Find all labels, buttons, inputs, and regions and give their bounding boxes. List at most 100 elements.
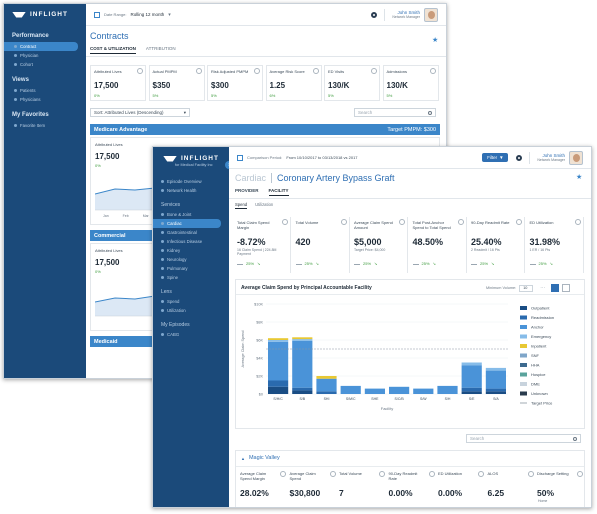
- bar-segment[interactable]: [268, 380, 289, 387]
- bar-segment[interactable]: [292, 390, 313, 394]
- metric-card[interactable]: ALOS 6.25: [488, 469, 536, 507]
- info-icon[interactable]: [280, 471, 286, 477]
- bar-segment[interactable]: [316, 376, 337, 379]
- sidebar-item[interactable]: Cardiac: [153, 219, 221, 228]
- bar-segment[interactable]: [485, 370, 506, 389]
- metric-card[interactable]: 90-Day Readmit Rate 25.40% 2 Readmit / 16 …: [469, 217, 525, 273]
- metric-card[interactable]: Total Volume 7: [339, 469, 387, 507]
- legend-label[interactable]: Hospice: [531, 372, 546, 377]
- info-icon[interactable]: [312, 68, 319, 74]
- bar-segment[interactable]: [461, 365, 482, 388]
- bar-segment[interactable]: [292, 387, 313, 391]
- back-search-input[interactable]: Search: [354, 108, 436, 117]
- metric-card[interactable]: Attributed Lives 17,500 0%: [90, 65, 146, 101]
- gear-icon[interactable]: [371, 11, 378, 18]
- avatar[interactable]: [424, 7, 438, 22]
- info-icon[interactable]: [399, 219, 405, 225]
- bar-segment[interactable]: [316, 391, 337, 394]
- info-icon[interactable]: [577, 471, 583, 477]
- info-icon[interactable]: [429, 68, 436, 74]
- metric-card[interactable]: ED Utilization 31.98% 1 ER / 16 Pts 25% ↘: [527, 217, 584, 273]
- bar-segment[interactable]: [268, 338, 289, 340]
- sidebar-item[interactable]: Patients: [4, 86, 78, 95]
- min-volume-input[interactable]: 10: [519, 284, 534, 292]
- table-view-icon[interactable]: [562, 284, 571, 292]
- metric-card[interactable]: Total Post-Anchor Spend to Total Spend 48…: [410, 217, 467, 273]
- bar-segment[interactable]: [316, 378, 337, 392]
- back-user-info[interactable]: John Smith Network Manager: [392, 10, 420, 19]
- metric-card[interactable]: Actual PMPM $350 5%: [148, 65, 205, 101]
- comparison-value[interactable]: From 10/10/2017 to 03/13/2018 vs 2017: [286, 155, 358, 160]
- front-search-input[interactable]: Search: [466, 434, 581, 443]
- info-icon[interactable]: [478, 471, 484, 477]
- breadcrumb[interactable]: Cardiac: [235, 173, 267, 183]
- bar-segment[interactable]: [340, 385, 361, 394]
- sidebar-item[interactable]: Infectious Disease: [153, 237, 221, 246]
- bar-segment[interactable]: [461, 362, 482, 366]
- subtab-utilization[interactable]: Utilization: [255, 202, 274, 207]
- sidebar-item[interactable]: Contract: [4, 42, 78, 51]
- metric-card[interactable]: ED Visits 130/K 5%: [324, 65, 380, 101]
- info-icon[interactable]: [329, 471, 336, 477]
- bar-segment[interactable]: [461, 391, 482, 394]
- legend-label[interactable]: DME: [531, 382, 540, 387]
- region-header[interactable]: ▲ Magic Valley: [241, 455, 280, 461]
- info-icon[interactable]: [340, 219, 347, 225]
- avatar[interactable]: [569, 150, 583, 165]
- metric-card[interactable]: Total Claim Spend Margin -8.72% 16 Claim S…: [235, 217, 291, 273]
- metric-card[interactable]: Average Claim Spend Margin 28.02%: [240, 469, 288, 507]
- bar-segment[interactable]: [485, 388, 506, 392]
- tab-cost-utilization[interactable]: COST & UTILIZATION: [90, 46, 136, 54]
- bar-chart-view-icon[interactable]: [551, 284, 560, 292]
- star-icon[interactable]: ★: [576, 174, 583, 181]
- sidebar-item[interactable]: Episode Overview: [153, 177, 221, 186]
- bar-segment[interactable]: [461, 387, 482, 392]
- bar-segment[interactable]: [268, 341, 289, 381]
- metric-card[interactable]: Average Risk Score 1.25 6%: [265, 65, 322, 101]
- bar-segment[interactable]: [292, 339, 313, 341]
- metric-card[interactable]: Total Volume 420 25% ↘: [293, 217, 350, 273]
- legend-label[interactable]: HHA: [531, 363, 540, 368]
- filter-button[interactable]: Filter ▼: [482, 153, 509, 162]
- sidebar-item[interactable]: Physician: [4, 51, 78, 60]
- sort-dropdown[interactable]: Sort: Attributed Lives (Descending) ▾: [90, 108, 190, 117]
- bar-segment[interactable]: [364, 388, 385, 394]
- info-icon[interactable]: [254, 68, 260, 74]
- bar-segment[interactable]: [437, 385, 458, 394]
- tab-facility[interactable]: FACILITY: [268, 188, 289, 196]
- legend-label[interactable]: Emergency: [531, 334, 551, 339]
- chevron-down-icon[interactable]: ▾: [168, 11, 171, 18]
- metric-card[interactable]: Admissions 130/K 5%: [382, 65, 439, 101]
- sidebar-item[interactable]: Network Health: [153, 186, 221, 195]
- legend-label[interactable]: Outpatient: [531, 306, 550, 311]
- sidebar-item[interactable]: Utilization: [153, 306, 221, 315]
- sidebar-item[interactable]: Spend: [153, 297, 221, 306]
- tab-attribution[interactable]: ATTRIBUTION: [145, 46, 176, 51]
- sidebar-item[interactable]: Kidney: [153, 246, 221, 255]
- metric-card[interactable]: Risk Adjusted PMPM $300 5%: [207, 65, 263, 101]
- bar-segment[interactable]: [485, 391, 506, 394]
- metric-card[interactable]: 90-Day Readmit Rate 0.00%: [389, 469, 437, 507]
- info-icon[interactable]: [428, 471, 435, 477]
- legend-label[interactable]: Unknown: [531, 391, 548, 396]
- metric-card[interactable]: Discharge Setting 50% Home: [537, 469, 585, 507]
- info-icon[interactable]: [195, 68, 202, 74]
- bar-segment[interactable]: [268, 386, 289, 394]
- bar-segment[interactable]: [485, 367, 506, 371]
- info-icon[interactable]: [516, 219, 522, 225]
- info-icon[interactable]: [137, 68, 143, 74]
- metric-card[interactable]: Average Claim Spend $30,800: [290, 469, 338, 507]
- sidebar-item[interactable]: Cohort: [4, 60, 78, 69]
- sidebar-item[interactable]: Spine: [153, 273, 221, 282]
- bar-segment[interactable]: [292, 337, 313, 340]
- star-icon[interactable]: ★: [432, 37, 439, 44]
- bar-segment[interactable]: [292, 340, 313, 388]
- front-user-info[interactable]: John Smith Network Manager: [537, 153, 565, 162]
- metric-card[interactable]: Average Claim Spend Amount $5,000 Target P…: [352, 217, 408, 273]
- sidebar-item[interactable]: Physicians: [4, 95, 78, 104]
- subtab-spend[interactable]: Spend: [235, 202, 248, 209]
- legend-label[interactable]: Inpatient: [531, 344, 547, 349]
- info-icon[interactable]: [379, 471, 385, 477]
- info-icon[interactable]: [574, 219, 581, 225]
- metric-card[interactable]: ED Utilization 0.00%: [438, 469, 486, 507]
